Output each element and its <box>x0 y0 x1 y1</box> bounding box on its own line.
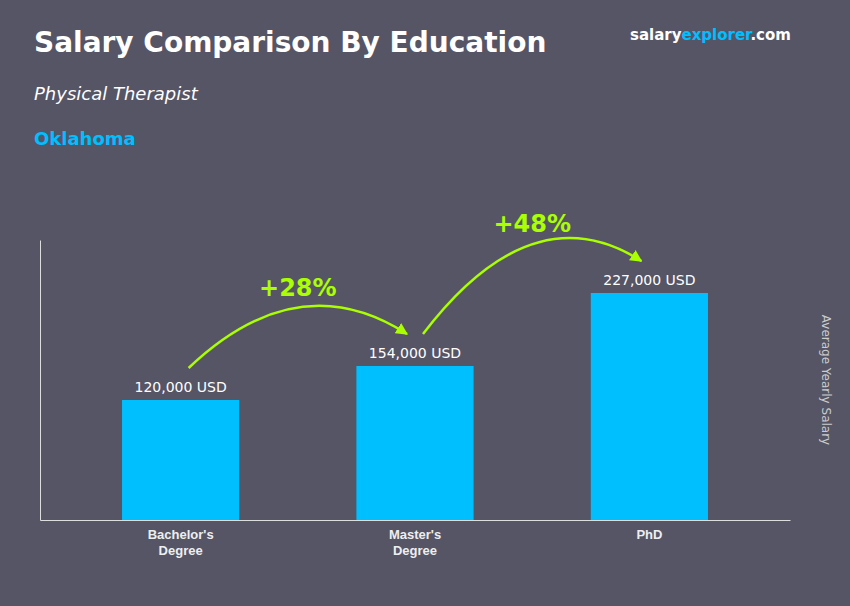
arrow <box>189 306 407 368</box>
location: Oklahoma <box>34 128 136 149</box>
x-tick-label: PhD <box>636 527 662 542</box>
x-tick-label: Master'sDegree <box>389 527 441 558</box>
subtitle: Physical Therapist <box>34 83 199 104</box>
x-tick-label: Bachelor'sDegree <box>148 527 214 558</box>
arrow <box>423 238 641 334</box>
bar <box>356 366 473 520</box>
data-label: 154,000 USD <box>369 345 461 361</box>
bar <box>122 400 239 520</box>
x-axis-line <box>41 520 791 521</box>
brand-part: salary <box>630 26 682 44</box>
x-tick: Master'sDegree <box>389 527 441 558</box>
x-tick: Bachelor'sDegree <box>148 527 214 558</box>
x-tick: PhD <box>636 527 662 542</box>
y-axis-title: Average Yearly Salary <box>819 315 833 445</box>
background <box>0 0 850 606</box>
data-label: 227,000 USD <box>603 272 695 288</box>
annotation: +28% <box>259 274 337 302</box>
plot: Bachelor'sDegree Master'sDegree PhD 120,000… <box>41 210 791 558</box>
bars <box>122 293 708 520</box>
y-axis-line <box>40 241 41 521</box>
brand: salaryexplorer.com <box>630 26 791 44</box>
data-labels: 120,000 USD 154,000 USD 227,000 USD <box>134 272 695 395</box>
x-axis: Bachelor'sDegree Master'sDegree PhD <box>41 521 791 558</box>
brand-part: .com <box>750 26 791 44</box>
data-label: 120,000 USD <box>134 379 226 395</box>
annotation: +48% <box>493 210 571 238</box>
annotations: +28% +48% <box>189 210 642 368</box>
title: Salary Comparison By Education <box>34 26 546 59</box>
bar <box>591 293 708 520</box>
chart: Salary Comparison By Education Physical T… <box>0 0 850 606</box>
brand-part: explorer <box>682 26 754 44</box>
y-axis <box>40 241 41 521</box>
